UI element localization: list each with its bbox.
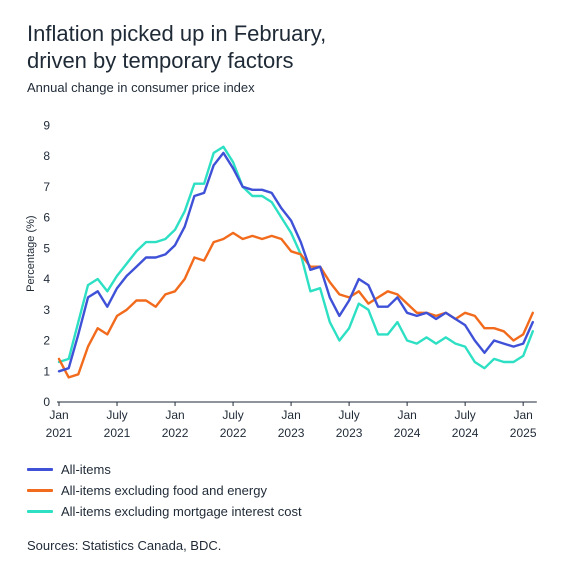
y-tick-label: 9 bbox=[43, 118, 50, 132]
legend-label: All-items bbox=[61, 462, 111, 477]
x-tick-label-month: July bbox=[454, 408, 475, 422]
x-tick-label-year: 2022 bbox=[162, 426, 189, 440]
legend: All-items All-items excluding food and e… bbox=[27, 459, 302, 522]
x-tick-label-month: July bbox=[106, 408, 127, 422]
legend-swatch bbox=[27, 489, 53, 492]
x-tick-label-year: 2021 bbox=[46, 426, 73, 440]
x-tick-label-month: Jan bbox=[513, 408, 532, 422]
y-tick-label: 7 bbox=[43, 180, 50, 194]
chart-subtitle: Annual change in consumer price index bbox=[27, 80, 255, 95]
y-tick-label: 1 bbox=[43, 364, 50, 378]
y-tick-label: 5 bbox=[43, 241, 50, 255]
legend-label: All-items excluding food and energy bbox=[61, 483, 267, 498]
y-tick-label: 6 bbox=[43, 211, 50, 225]
x-tick-label-month: Jan bbox=[281, 408, 300, 422]
y-axis-label: Percentage (%) bbox=[25, 215, 37, 291]
legend-swatch bbox=[27, 510, 53, 513]
x-tick-label-year: 2022 bbox=[220, 426, 247, 440]
legend-item-excl-mortgage: All-items excluding mortgage interest co… bbox=[27, 501, 302, 522]
y-tick-label: 2 bbox=[43, 334, 50, 348]
x-tick-label-year: 2025 bbox=[510, 426, 537, 440]
x-tick-label-month: July bbox=[222, 408, 243, 422]
y-tick-label: 0 bbox=[43, 395, 50, 409]
x-tick-label-month: Jan bbox=[397, 408, 416, 422]
x-tick-label-year: 2023 bbox=[278, 426, 305, 440]
series-line-excl-food-energy bbox=[57, 231, 534, 379]
x-axis: Jan 2021 July 2021 Jan 2022 July 2022 Jan 2023 Jul… bbox=[46, 401, 537, 440]
x-tick-label-year: 2024 bbox=[452, 426, 479, 440]
series-line-all-items bbox=[57, 151, 534, 373]
line-chart: 0 1 2 3 4 5 6 7 8 9 Percentage (%) Jan 2021 July 2021… bbox=[25, 118, 537, 440]
series-layer bbox=[57, 145, 534, 379]
y-tick-label: 3 bbox=[43, 303, 50, 317]
legend-swatch bbox=[27, 468, 53, 471]
legend-label: All-items excluding mortgage interest co… bbox=[61, 504, 302, 519]
y-axis: 0 1 2 3 4 5 6 7 8 9 Percentage (%) bbox=[25, 118, 50, 409]
chart-title-line-2: driven by temporary factors bbox=[27, 48, 294, 73]
x-tick-label-month: July bbox=[338, 408, 359, 422]
x-tick-label-year: 2023 bbox=[336, 426, 363, 440]
x-tick-label-year: 2021 bbox=[104, 426, 131, 440]
x-tick-label-month: Jan bbox=[165, 408, 184, 422]
chart-title-line-1: Inflation picked up in February, bbox=[27, 21, 327, 46]
y-tick-label: 4 bbox=[43, 272, 50, 286]
x-tick-label-month: Jan bbox=[49, 408, 68, 422]
x-tick-label-year: 2024 bbox=[394, 426, 421, 440]
chart-title: Inflation picked up in February, driven … bbox=[27, 20, 547, 74]
y-tick-label: 8 bbox=[43, 149, 50, 163]
series-line-excl-mortgage bbox=[57, 145, 534, 370]
legend-item-all-items: All-items bbox=[27, 459, 302, 480]
source-note: Sources: Statistics Canada, BDC. bbox=[27, 538, 222, 553]
legend-item-excl-food-energy: All-items excluding food and energy bbox=[27, 480, 302, 501]
